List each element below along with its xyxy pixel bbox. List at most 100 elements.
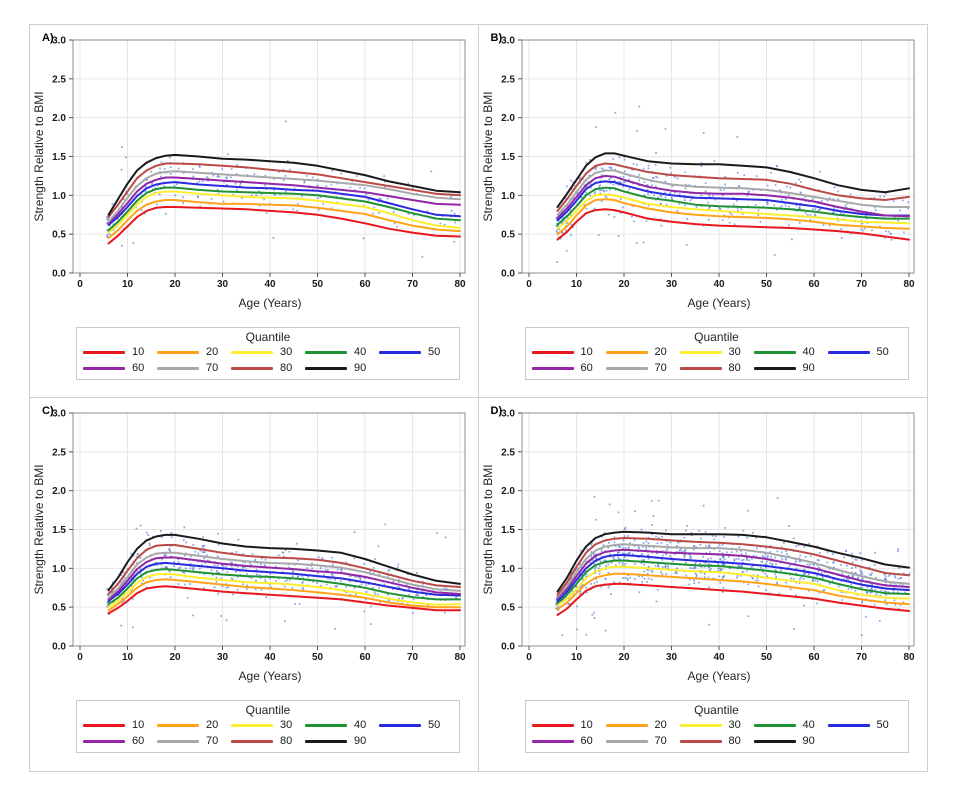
y-axis-title: Strength Relative to BMI [481,464,495,594]
quantile-line-90 [107,533,461,592]
svg-text:80: 80 [903,279,915,290]
legend-swatch-20 [157,724,199,727]
legend-label: 10 [132,719,145,731]
legend-entry-30: 30 [679,719,754,732]
svg-text:2.0: 2.0 [501,113,515,124]
svg-text:2.0: 2.0 [52,113,66,124]
legend-entries: 10 20 30 40 50 60 70 80 90 [83,719,453,748]
legend-b: Quantile 10 20 30 40 50 60 70 80 90 [524,327,909,380]
y-axis-title: Strength Relative to BMI [32,91,46,221]
svg-text:70: 70 [407,652,419,663]
x-axis-title: Age (Years) [239,296,302,310]
svg-text:10: 10 [122,279,134,290]
svg-text:1.5: 1.5 [501,152,515,163]
scatter-points [106,523,458,630]
quantile-line-20 [107,199,461,239]
legend-label: 70 [206,362,219,374]
legend-swatch-20 [605,351,648,354]
svg-text:2.5: 2.5 [52,74,66,85]
quantile-line-30 [107,190,461,234]
quantile-line-40 [556,186,910,226]
quantile-lines [556,530,910,616]
svg-text:80: 80 [454,652,466,663]
svg-text:0.5: 0.5 [501,230,515,241]
svg-text:2.5: 2.5 [52,447,66,458]
legend-swatch-30 [679,724,722,727]
svg-text:3.0: 3.0 [501,409,515,420]
legend-entries: 10 20 30 40 50 60 70 80 90 [531,346,902,375]
legend-label: 80 [728,362,741,374]
legend-label: 70 [654,362,667,374]
svg-text:30: 30 [665,279,677,290]
svg-text:2.5: 2.5 [501,447,515,458]
legend-entry-20: 20 [157,719,231,732]
quantile-line-80 [556,537,910,596]
legend-swatch-80 [231,740,273,743]
svg-text:1.5: 1.5 [501,525,515,536]
svg-text:1.0: 1.0 [52,564,66,575]
legend-label: 40 [802,719,815,731]
legend-label: 20 [206,719,219,731]
legend-swatch-90 [753,740,796,743]
quantile-line-50 [556,180,910,222]
legend-swatch-10 [531,351,574,354]
quantile-line-10 [107,585,461,615]
legend-swatch-20 [605,724,648,727]
legend-label: 90 [354,362,367,374]
panel-label-d: D) [490,405,503,417]
legend-label: 90 [802,362,815,374]
svg-text:80: 80 [454,279,466,290]
quantile-line-60 [107,556,461,601]
legend-swatch-90 [305,367,347,370]
legend-entry-10: 10 [531,346,606,359]
svg-text:0.0: 0.0 [52,642,66,653]
legend-swatch-40 [305,351,347,354]
svg-text:10: 10 [122,652,134,663]
quantile-line-40 [556,559,910,605]
legend-label: 50 [876,719,889,731]
legend-swatch-30 [231,724,273,727]
gridlines [521,413,914,646]
svg-text:2.0: 2.0 [501,486,515,497]
x-axis: 0 10 20 30 40 50 60 70 80 [77,273,466,290]
svg-text:3.0: 3.0 [52,36,66,47]
legend-entries: 10 20 30 40 50 60 70 80 90 [83,346,453,375]
quantile-line-70 [556,543,910,598]
svg-text:60: 60 [808,652,820,663]
y-axis: 0.0 0.5 1.0 1.5 2.0 2.5 3.0 [501,409,522,653]
legend-swatch-90 [753,367,796,370]
quantile-line-10 [556,582,910,616]
legend-swatch-80 [679,740,722,743]
legend-swatch-40 [753,351,796,354]
legend-entry-60: 60 [531,735,606,748]
legend-entries: 10 20 30 40 50 60 70 80 90 [531,719,902,748]
legend-label: 20 [654,346,667,358]
legend-a: Quantile 10 20 30 40 50 60 70 80 90 [76,327,460,380]
legend-label: 30 [728,346,741,358]
legend-entry-40: 40 [305,346,379,359]
svg-text:70: 70 [855,279,867,290]
legend-label: 60 [580,735,593,747]
svg-text:40: 40 [713,652,725,663]
legend-label: 90 [802,735,815,747]
legend-entry-90: 90 [753,735,828,748]
legend-entry-60: 60 [83,362,157,375]
legend-label: 30 [280,346,293,358]
legend-label: 40 [354,719,367,731]
svg-text:0: 0 [526,279,532,290]
x-axis: 0 10 20 30 40 50 60 70 80 [77,646,466,663]
panel-label-c: C) [42,405,54,417]
legend-label: 90 [354,735,367,747]
legend-entry-80: 80 [231,735,305,748]
legend-label: 80 [728,735,741,747]
svg-text:70: 70 [407,279,419,290]
svg-text:60: 60 [359,279,371,290]
svg-text:50: 50 [312,652,324,663]
quantile-line-30 [556,193,910,230]
x-axis: 0 10 20 30 40 50 60 70 80 [526,273,915,290]
plot-a: 0 10 20 30 40 50 60 70 80 0.0 0.5 1.0 1.5 2.0 2.5 3.0 Ag… [32,36,466,311]
legend-swatch-50 [379,351,421,354]
quantile-line-30 [107,572,461,609]
plot-b: 0 10 20 30 40 50 60 70 80 0.0 0.5 1.0 1.5 2.0 2.5 3.0 Ag… [481,36,915,311]
x-axis-title: Age (Years) [687,296,750,310]
